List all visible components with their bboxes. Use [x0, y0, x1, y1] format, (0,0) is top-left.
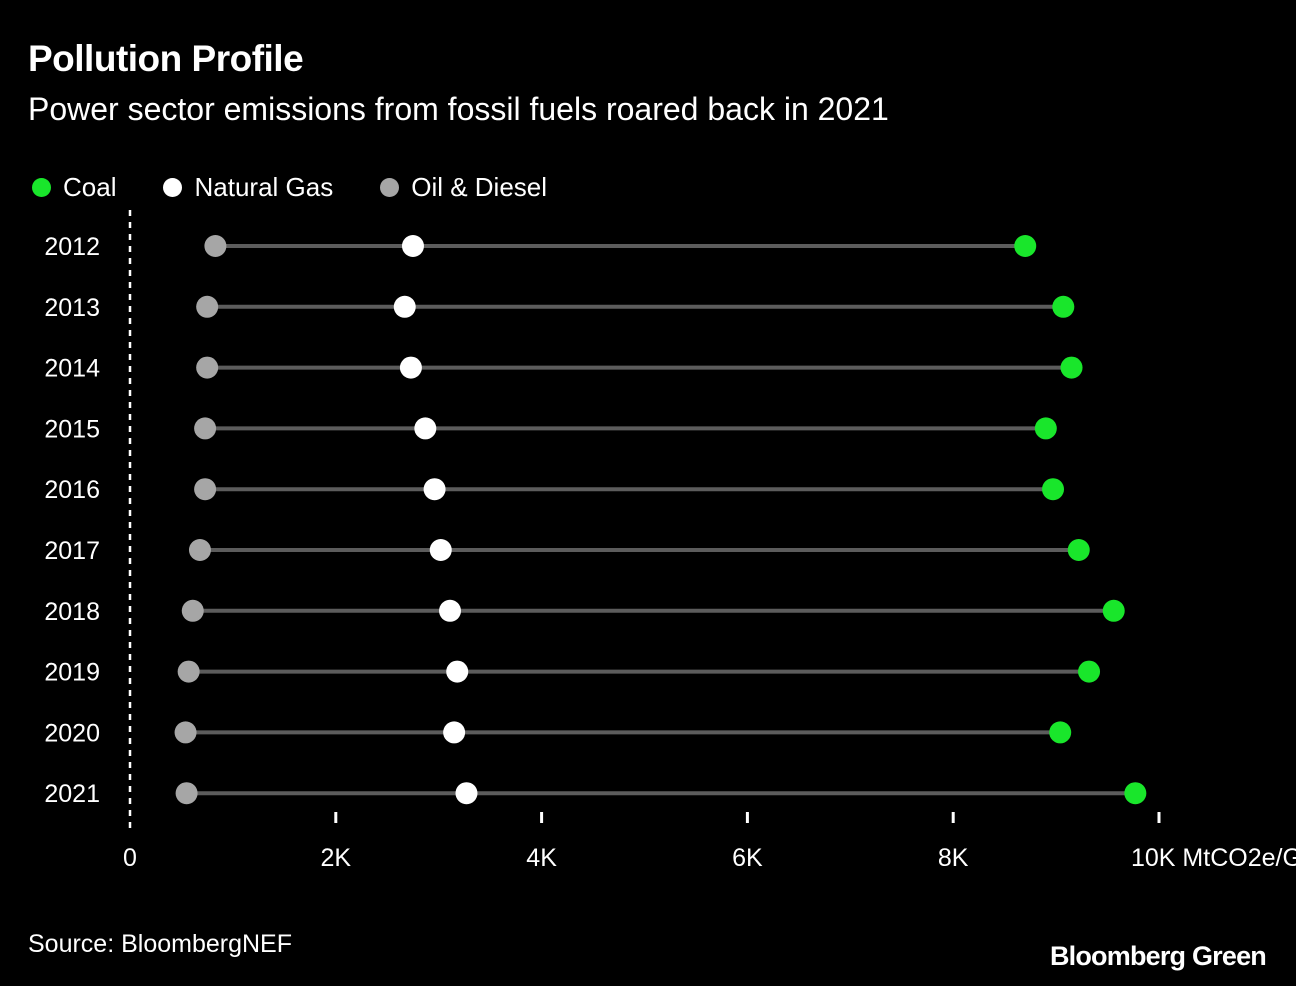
x-tick-label-6k: 6K	[732, 844, 763, 872]
point-natural-gas-2020	[443, 721, 466, 744]
x-tick-label-0: 0	[123, 844, 137, 872]
x-tick-label-2k: 2K	[321, 844, 352, 872]
brand-logo: Bloomberg Green	[1049, 941, 1267, 971]
chart-title: Pollution Profile	[28, 38, 304, 79]
chart-legend: Coal Natural Gas Oil & Diesel	[32, 170, 594, 204]
point-natural-gas-2018	[439, 599, 462, 622]
point-natural-gas-2015	[414, 417, 437, 440]
point-oil-diesel-2018	[181, 599, 204, 622]
legend-label-coal: Coal	[63, 171, 117, 202]
legend-swatch-oil-diesel	[380, 177, 400, 197]
source-note: Source: BloombergNEF	[28, 930, 293, 958]
point-natural-gas-2017	[429, 539, 452, 561]
point-natural-gas-2019	[446, 660, 469, 683]
point-coal-2013	[1052, 295, 1075, 318]
point-oil-diesel-2020	[174, 721, 197, 744]
point-coal-2015	[1034, 417, 1057, 440]
point-coal-2018	[1102, 599, 1125, 622]
y-tick-label-2020: 2020	[44, 719, 100, 747]
point-natural-gas-2014	[399, 356, 422, 379]
legend-swatch-natural-gas	[163, 177, 183, 197]
x-tick-label-10k-mtco2e-gwh: 10K MtCO2e/GWh	[1131, 844, 1296, 872]
legend-label-natural-gas: Natural Gas	[194, 171, 334, 202]
point-natural-gas-2012	[401, 235, 424, 257]
legend-swatch-coal	[32, 177, 51, 197]
point-coal-2019	[1078, 660, 1101, 683]
legend-item-oil-diesel: Oil & Diesel	[380, 172, 547, 203]
legend-label-oil-diesel: Oil & Diesel	[411, 171, 548, 202]
point-oil-diesel-2014	[196, 356, 219, 379]
point-oil-diesel-2013	[196, 295, 219, 318]
y-tick-label-2015: 2015	[44, 415, 100, 443]
y-tick-label-2017: 2017	[44, 537, 100, 565]
y-tick-label-2012: 2012	[44, 233, 100, 261]
y-tick-label-2013: 2013	[44, 294, 100, 322]
y-tick-label-2014: 2014	[44, 355, 100, 383]
y-tick-label-2018: 2018	[44, 598, 100, 626]
point-oil-diesel-2015	[194, 417, 217, 440]
point-coal-2020	[1049, 721, 1072, 744]
x-tick-label-8k: 8K	[938, 844, 969, 872]
point-oil-diesel-2012	[204, 235, 227, 257]
point-coal-2021	[1124, 782, 1147, 805]
point-natural-gas-2016	[423, 478, 446, 501]
point-coal-2016	[1042, 478, 1065, 501]
y-tick-label-2016: 2016	[44, 476, 100, 504]
point-oil-diesel-2017	[188, 539, 211, 561]
point-oil-diesel-2016	[194, 478, 217, 501]
legend-item-natural-gas: Natural Gas	[163, 172, 333, 203]
y-tick-label-2019: 2019	[44, 659, 100, 687]
point-coal-2012	[1014, 235, 1037, 257]
point-coal-2017	[1067, 539, 1090, 561]
point-oil-diesel-2019	[177, 660, 200, 683]
legend-item-coal: Coal	[32, 172, 116, 203]
point-natural-gas-2021	[455, 782, 478, 805]
point-oil-diesel-2021	[175, 782, 198, 805]
y-tick-label-2021: 2021	[44, 780, 100, 808]
point-coal-2014	[1060, 356, 1083, 379]
point-natural-gas-2013	[393, 295, 416, 318]
x-tick-label-4k: 4K	[526, 844, 557, 872]
chart-subtitle: Power sector emissions from fossil fuels…	[28, 91, 889, 127]
